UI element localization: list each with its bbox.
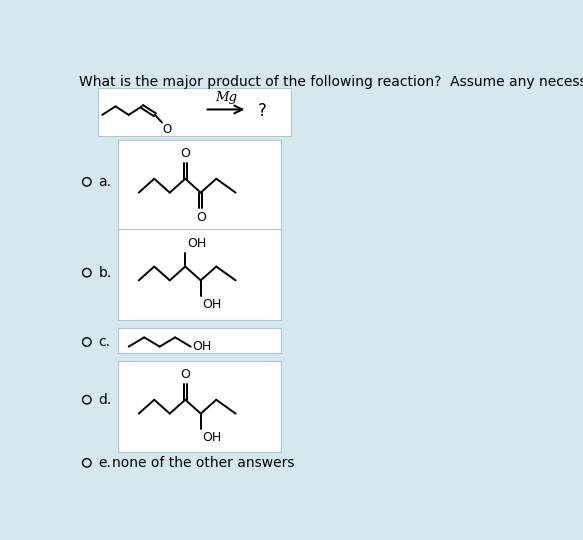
Text: OH: OH — [192, 340, 212, 353]
Text: b.: b. — [99, 266, 112, 280]
Text: a.: a. — [99, 175, 111, 189]
Text: Mg: Mg — [215, 91, 237, 104]
Text: O: O — [180, 147, 190, 160]
Text: none of the other answers: none of the other answers — [113, 456, 295, 470]
Text: OH: OH — [202, 298, 222, 311]
Text: d.: d. — [99, 393, 112, 407]
FancyBboxPatch shape — [98, 88, 292, 136]
FancyBboxPatch shape — [118, 140, 280, 231]
FancyBboxPatch shape — [118, 328, 280, 353]
Text: c.: c. — [99, 335, 110, 349]
Text: What is the major product of the following reaction?  Assume any necessary worku: What is the major product of the followi… — [79, 75, 583, 89]
Text: ?: ? — [257, 102, 266, 120]
Text: O: O — [180, 368, 190, 381]
Text: O: O — [196, 211, 206, 224]
Text: e.: e. — [99, 456, 111, 470]
Text: OH: OH — [187, 238, 206, 251]
FancyBboxPatch shape — [118, 361, 280, 452]
Text: O: O — [163, 123, 172, 136]
FancyBboxPatch shape — [118, 229, 280, 320]
Text: OH: OH — [202, 431, 222, 444]
